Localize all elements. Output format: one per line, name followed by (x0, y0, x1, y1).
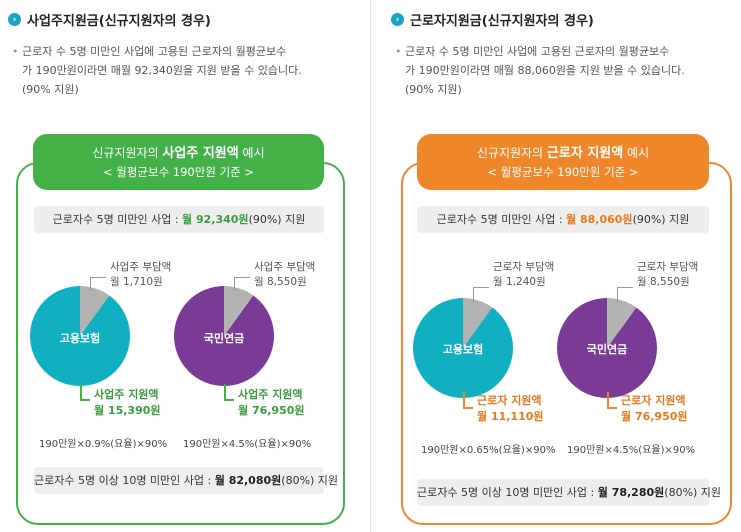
pie-label: 국민연금 (586, 343, 628, 356)
employment-insurance-pie (30, 286, 130, 386)
formula: 190만원×4.5%(요율)×90% (567, 445, 696, 456)
share-amount: 근로자 부담액 월 8,550원 (637, 260, 698, 290)
share-leader-line (473, 287, 474, 303)
share-value: 월 8,550원 (637, 276, 690, 288)
info-bar-5-to-10: 근로자수 5명 이상 10명 미만인 사업 : 월 82,080원(80%) 지… (34, 467, 338, 494)
share-label: 근로자 부담액 (637, 261, 699, 273)
support-leader-line (463, 407, 473, 409)
share-leader-line (617, 287, 633, 288)
section-title: › 근로자지원금(신규지원자의 경우) (391, 10, 594, 29)
support-value: 월 76,950원 (621, 410, 688, 423)
share-value: 월 8,550원 (254, 276, 307, 288)
header-text: 신규지원자의 (92, 145, 163, 160)
info-text: (80%) 지원 (664, 486, 722, 499)
header-subtitle: < 월평균보수 190만원 기준 > (102, 164, 255, 179)
pie-label: 국민연금 (203, 332, 245, 345)
share-label: 사업주 부담액 (254, 261, 316, 273)
support-leader-line (463, 392, 465, 408)
share-leader-line (90, 277, 106, 278)
support-leader-line (80, 399, 90, 401)
share-amount: 사업주 부담액 월 8,550원 (254, 260, 315, 290)
share-leader-line (234, 277, 235, 291)
description: • 근로자 수 5명 미만인 사업에 고용된 근로자의 월평균보수 가 190만… (395, 42, 740, 99)
info-bar-under-5: 근로자수 5명 미만인 사업 : 월 88,060원(90%) 지원 (417, 206, 709, 233)
support-label: 사업주 지원액 (94, 388, 159, 401)
info-text: (90%) 지원 (632, 213, 690, 226)
chevron-right-icon: › (8, 13, 21, 26)
description: • 근로자 수 5명 미만인 사업에 고용된 근로자의 월평균보수 가 190만… (12, 42, 357, 99)
national-pension-pie (174, 286, 274, 386)
column-divider (370, 0, 371, 532)
national-pension-pie (557, 298, 657, 398)
pie-label: 고용보험 (59, 332, 101, 345)
description-line: 근로자 수 5명 미만인 사업에 고용된 근로자의 월평균보수 (405, 45, 670, 58)
share-amount: 사업주 부담액 월 1,710원 (110, 260, 171, 290)
share-leader-line (617, 287, 618, 303)
header-bold-text: 사업주 지원액 (162, 145, 239, 161)
section-title-text: 사업주지원금(신규지원자의 경우) (27, 14, 211, 29)
info-text: 근로자수 5명 미만인 사업 : (52, 213, 183, 226)
share-value: 월 1,710원 (110, 276, 163, 288)
share-amount: 근로자 부담액 월 1,240원 (493, 260, 554, 290)
description-line: (90% 지원) (22, 83, 79, 96)
support-leader-line (607, 392, 609, 408)
support-value: 월 76,950원 (238, 404, 305, 417)
chevron-right-icon: › (391, 13, 404, 26)
info-highlight: 월 88,060원 (566, 213, 633, 226)
description-line: 근로자 수 5명 미만인 사업에 고용된 근로자의 월평균보수 (22, 45, 287, 58)
share-leader-line (473, 287, 489, 288)
info-bar-5-to-10: 근로자수 5명 이상 10명 미만인 사업 : 월 78,280원(80%) 지… (417, 479, 721, 506)
employer-subsidy-section: › 사업주지원금(신규지원자의 경우) • 근로자 수 5명 미만인 사업에 고… (0, 0, 370, 532)
description-line: 가 190만원이라면 매월 88,060원을 지원 받을 수 있습니다. (405, 64, 685, 77)
formula: 190만원×0.9%(요율)×90% (39, 439, 168, 450)
info-text: 근로자수 5명 이상 10명 미만인 사업 : (417, 486, 598, 499)
section-title: › 사업주지원금(신규지원자의 경우) (8, 10, 211, 29)
formula: 190만원×4.5%(요율)×90% (183, 439, 312, 450)
header-text: 예시 (238, 145, 265, 160)
support-amount: 근로자 지원액 월 76,950원 (621, 393, 688, 425)
formula: 190만원×0.65%(요율)×90% (421, 445, 556, 456)
info-highlight: 월 92,340원 (182, 213, 249, 226)
header-subtitle: < 월평균보수 190만원 기준 > (487, 164, 639, 179)
support-leader-line (80, 384, 82, 400)
employment-insurance-pie (413, 298, 513, 398)
support-label: 근로자 지원액 (621, 394, 686, 407)
support-amount: 사업주 지원액 월 76,950원 (238, 387, 305, 419)
support-amount: 사업주 지원액 월 15,390원 (94, 387, 161, 419)
header-text: 예시 (623, 145, 650, 160)
header-bold-text: 근로자 지원액 (546, 145, 624, 161)
bullet-dot-icon: • (395, 45, 402, 58)
support-value: 월 15,390원 (94, 404, 161, 417)
share-label: 근로자 부담액 (493, 261, 555, 273)
support-label: 근로자 지원액 (477, 394, 542, 407)
pie-label: 고용보험 (442, 343, 484, 356)
support-leader-line (607, 407, 617, 409)
info-text: (90%) 지원 (248, 213, 306, 226)
support-label: 사업주 지원액 (238, 388, 303, 401)
info-highlight: 월 82,080원 (214, 474, 282, 487)
bullet-dot-icon: • (12, 45, 19, 58)
support-leader-line (224, 399, 234, 401)
example-header: 신규지원자의 사업주 지원액 예시 < 월평균보수 190만원 기준 > (33, 134, 324, 190)
support-amount: 근로자 지원액 월 11,110원 (477, 393, 544, 425)
description-line: 가 190만원이라면 매월 92,340원을 지원 받을 수 있습니다. (22, 64, 302, 77)
section-title-text: 근로자지원금(신규지원자의 경우) (410, 14, 594, 29)
support-value: 월 11,110원 (477, 410, 544, 423)
example-header: 신규지원자의 근로자 지원액 예시 < 월평균보수 190만원 기준 > (417, 134, 709, 190)
info-text: 근로자수 5명 미만인 사업 : (436, 213, 567, 226)
header-text: 신규지원자의 (476, 145, 547, 160)
support-leader-line (224, 384, 226, 400)
description-line: (90% 지원) (405, 83, 462, 96)
info-bar-under-5: 근로자수 5명 미만인 사업 : 월 92,340원(90%) 지원 (34, 206, 324, 233)
share-label: 사업주 부담액 (110, 261, 172, 273)
share-leader-line (90, 277, 91, 291)
info-text: 근로자수 5명 이상 10명 미만인 사업 : (34, 474, 215, 487)
share-value: 월 1,240원 (493, 276, 546, 288)
share-leader-line (234, 277, 250, 278)
info-text: (80%) 지원 (281, 474, 339, 487)
info-highlight: 월 78,280원 (597, 486, 665, 499)
worker-subsidy-section: › 근로자지원금(신규지원자의 경우) • 근로자 수 5명 미만인 사업에 고… (371, 0, 741, 532)
